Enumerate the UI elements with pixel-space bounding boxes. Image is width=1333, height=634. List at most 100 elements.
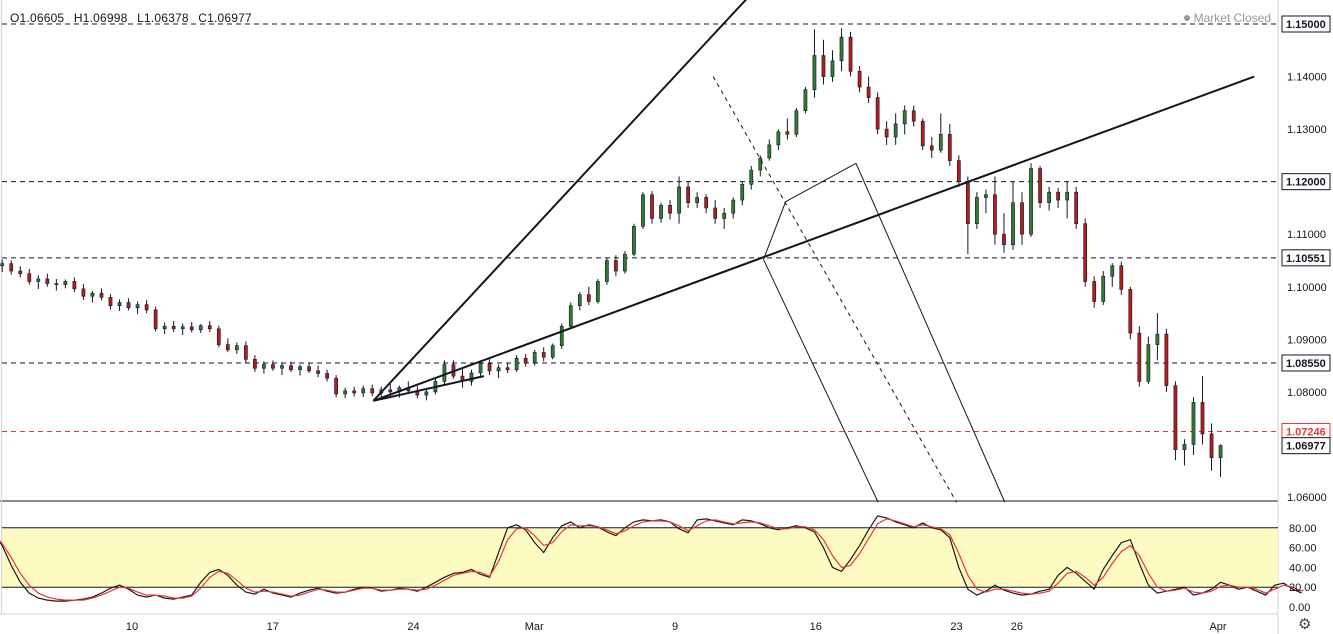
candle-up bbox=[803, 89, 808, 112]
candle-up bbox=[568, 305, 573, 327]
candle-up bbox=[298, 366, 302, 371]
candle-down bbox=[1137, 332, 1142, 382]
candle-down bbox=[1056, 191, 1060, 201]
oscillator-line-1 bbox=[0, 518, 1303, 601]
candle-up bbox=[641, 194, 645, 227]
candle-down bbox=[171, 325, 176, 330]
candle-up bbox=[731, 199, 736, 214]
candle-up bbox=[559, 325, 564, 346]
candle-up bbox=[830, 60, 835, 77]
x-tick-label: 10 bbox=[126, 621, 138, 633]
candle-up bbox=[623, 253, 627, 272]
candle-up bbox=[695, 197, 699, 203]
candle-up bbox=[839, 36, 844, 62]
x-tick-label: 17 bbox=[267, 621, 279, 633]
price-label-text: 1.12000 bbox=[1286, 177, 1326, 189]
candle-up bbox=[469, 372, 474, 382]
candle-down bbox=[911, 110, 916, 122]
high-value: H1.06998 bbox=[73, 11, 128, 25]
candle-down bbox=[388, 389, 393, 393]
candle-down bbox=[848, 36, 853, 72]
candle-down bbox=[920, 120, 925, 147]
candle-up bbox=[198, 325, 203, 331]
candle-up bbox=[984, 194, 988, 198]
price-label-text: 1.08550 bbox=[1286, 358, 1326, 370]
candle-up bbox=[740, 183, 745, 201]
candle-down bbox=[857, 71, 862, 88]
x-tick-label: Mar bbox=[525, 621, 544, 633]
candle-down bbox=[370, 388, 375, 394]
candle-down bbox=[81, 288, 86, 297]
fan-line-shallow bbox=[372, 75, 1255, 402]
candle-down bbox=[614, 260, 618, 272]
candle-down bbox=[1128, 289, 1133, 334]
candle-up bbox=[36, 278, 41, 282]
candle-up bbox=[767, 144, 772, 159]
candle-down bbox=[884, 128, 889, 138]
candle-up bbox=[677, 186, 681, 214]
x-tick-label: 24 bbox=[407, 621, 419, 633]
candle-down bbox=[686, 186, 690, 203]
candle-up bbox=[1218, 445, 1223, 458]
candle-up bbox=[1029, 168, 1033, 235]
candle-up bbox=[514, 357, 519, 371]
candle-up bbox=[776, 131, 781, 146]
low-value: L1.06378 bbox=[137, 11, 189, 25]
candle-up bbox=[722, 212, 727, 219]
y-tick-label: 1.11000 bbox=[1287, 229, 1326, 241]
channel-lower bbox=[763, 259, 879, 503]
open-value: O1.06605 bbox=[10, 11, 65, 25]
candle-up bbox=[90, 292, 95, 297]
candle-down bbox=[289, 365, 293, 371]
osc-tick-label: 40.00 bbox=[1289, 562, 1317, 574]
candle-up bbox=[975, 197, 979, 225]
osc-tick-label: 60.00 bbox=[1289, 543, 1317, 555]
candle-down bbox=[108, 296, 113, 306]
y-tick-label: 1.08000 bbox=[1287, 387, 1327, 399]
candle-down bbox=[72, 281, 77, 290]
candle-down bbox=[956, 160, 961, 182]
oscillator-band bbox=[2, 527, 1278, 588]
candle-down bbox=[27, 273, 32, 282]
candle-down bbox=[334, 377, 338, 395]
candle-up bbox=[1146, 344, 1151, 382]
candle-down bbox=[1083, 223, 1088, 282]
candle-down bbox=[1002, 233, 1006, 246]
candle-down bbox=[541, 352, 546, 358]
candle-up bbox=[758, 157, 763, 171]
candle-down bbox=[244, 345, 248, 360]
candle-up bbox=[532, 352, 537, 364]
candle-down bbox=[126, 302, 131, 309]
settings-gear-icon[interactable]: ⚙ bbox=[1298, 616, 1312, 633]
candle-up bbox=[280, 365, 284, 369]
candle-down bbox=[1164, 333, 1169, 386]
candle-up bbox=[1155, 333, 1160, 345]
candle-up bbox=[478, 363, 483, 374]
candle-up bbox=[902, 110, 907, 125]
candle-down bbox=[153, 309, 158, 330]
candle-down bbox=[18, 270, 23, 274]
candle-up bbox=[1065, 191, 1070, 201]
candle-down bbox=[1119, 265, 1124, 290]
y-tick-label: 1.13000 bbox=[1287, 124, 1327, 136]
oscillator-line-0 bbox=[0, 515, 1303, 602]
candle-up bbox=[442, 364, 447, 382]
candle-up bbox=[632, 226, 636, 255]
fan-line-steep bbox=[372, 0, 747, 402]
x-tick-label: 9 bbox=[672, 621, 678, 633]
candle-up bbox=[794, 110, 799, 135]
candle-down bbox=[785, 131, 790, 135]
candle-up bbox=[749, 169, 754, 185]
price-label-box bbox=[1281, 437, 1331, 455]
candle-down bbox=[586, 294, 591, 302]
candle-down bbox=[523, 357, 528, 364]
osc-tick-label: 20.00 bbox=[1289, 582, 1317, 594]
y-tick-label: 1.14000 bbox=[1287, 72, 1327, 84]
candle-up bbox=[659, 205, 663, 219]
candle-up bbox=[361, 388, 366, 394]
candle-down bbox=[1038, 168, 1042, 203]
candle-up bbox=[135, 304, 140, 309]
candle-up bbox=[938, 134, 943, 151]
